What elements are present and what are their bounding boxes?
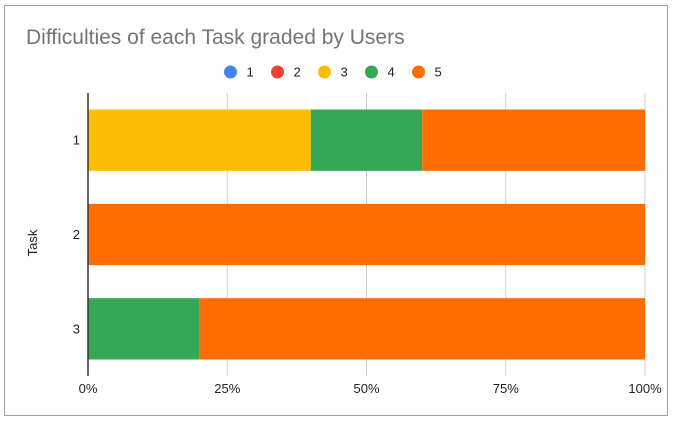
category-label: 1 <box>73 133 80 148</box>
legend-label: 5 <box>435 65 442 80</box>
legend-swatch-1 <box>224 65 237 79</box>
legend: 1 2 3 4 5 <box>224 65 442 80</box>
bar-task-3-grade-4 <box>88 298 200 360</box>
category-labels: 1 2 3 <box>73 133 80 337</box>
legend-swatch-2 <box>271 65 284 79</box>
bar-task-1-grade-4 <box>310 109 423 171</box>
bar-task-1-grade-3 <box>88 109 311 171</box>
x-tick-label: 0% <box>79 381 98 396</box>
x-tick-labels: 0% 25% 50% 75% 100% <box>79 381 662 396</box>
x-tick-label: 75% <box>493 381 519 396</box>
bar-task-1-grade-5 <box>422 109 645 171</box>
category-label: 2 <box>73 227 80 242</box>
chart-title: Difficulties of each Task graded by User… <box>26 26 405 49</box>
category-label: 3 <box>73 321 80 336</box>
x-tick-label: 100% <box>628 381 662 396</box>
legend-swatch-4 <box>365 65 378 79</box>
bar-task-2-grade-5 <box>88 203 645 266</box>
legend-label: 1 <box>247 65 254 80</box>
y-axis-label: Task <box>25 229 40 256</box>
bar-task-3-grade-5 <box>199 298 645 360</box>
legend-swatch-3 <box>318 65 331 79</box>
x-tick-label: 50% <box>353 381 379 396</box>
legend-label: 3 <box>341 65 348 80</box>
legend-label: 2 <box>294 65 301 80</box>
x-tick-label: 25% <box>214 381 240 396</box>
bars <box>88 109 645 360</box>
legend-label: 4 <box>388 65 395 80</box>
legend-swatch-5 <box>412 65 425 79</box>
